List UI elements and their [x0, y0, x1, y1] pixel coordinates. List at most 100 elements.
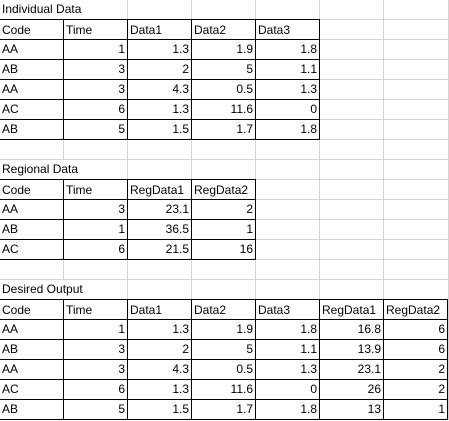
data-cell: 3	[64, 80, 128, 100]
grid-cell	[320, 120, 384, 140]
data-cell: 1.3	[256, 80, 320, 100]
grid-cell	[320, 260, 384, 280]
data-cell: AA	[0, 320, 64, 340]
data-cell: 1	[64, 320, 128, 340]
data-cell: 1.3	[128, 40, 192, 60]
grid-cell	[128, 260, 192, 280]
grid-cell	[384, 180, 449, 200]
section-title: Desired Output	[0, 280, 120, 299]
header-cell: Data3	[256, 19, 320, 40]
data-cell: AC	[0, 100, 64, 120]
grid-cell	[384, 160, 449, 180]
data-cell: AA	[0, 360, 64, 380]
data-cell: 11.6	[192, 100, 256, 120]
data-cell: 1.8	[256, 40, 320, 60]
data-cell: 36.5	[128, 220, 192, 240]
data-cell: 5	[64, 400, 128, 420]
grid-cell	[320, 40, 384, 60]
data-cell: AA	[0, 200, 64, 220]
grid-cell	[256, 240, 320, 260]
data-cell: AA	[0, 40, 64, 60]
grid-cell	[0, 260, 64, 280]
data-cell: AB	[0, 400, 64, 420]
grid-cell	[384, 20, 449, 40]
grid-cell	[0, 140, 64, 160]
grid-cell	[192, 0, 256, 20]
grid-cell	[320, 280, 384, 300]
grid-cell	[320, 180, 384, 200]
data-cell: 23.1	[320, 360, 384, 380]
data-cell: 1.7	[192, 120, 256, 140]
data-cell: 1.7	[192, 400, 256, 420]
data-cell: 1	[192, 220, 256, 240]
data-cell: 6	[384, 320, 448, 340]
data-cell: 1	[384, 400, 448, 420]
grid-cell	[384, 220, 449, 240]
data-cell: 3	[64, 60, 128, 80]
data-cell: 1.3	[128, 380, 192, 400]
data-cell: 1.3	[128, 320, 192, 340]
header-cell: Code	[0, 299, 64, 320]
header-cell: Code	[0, 179, 64, 200]
data-cell: AC	[0, 380, 64, 400]
grid-cell	[320, 60, 384, 80]
data-cell: AC	[0, 240, 64, 260]
data-cell: 16.8	[320, 320, 384, 340]
grid-cell	[384, 40, 449, 60]
grid-cell	[256, 220, 320, 240]
grid-cell	[128, 280, 192, 300]
grid-cell	[320, 140, 384, 160]
section-title: Regional Data	[0, 160, 120, 179]
header-cell: RegData1	[128, 179, 192, 200]
grid-cell	[384, 240, 449, 260]
header-cell: RegData2	[192, 179, 256, 200]
grid-cell	[64, 260, 128, 280]
data-cell: 1.5	[128, 120, 192, 140]
header-cell: Time	[64, 299, 128, 320]
header-cell: Data1	[128, 299, 192, 320]
data-cell: 2	[384, 380, 448, 400]
grid-cell	[320, 100, 384, 120]
data-cell: 0	[256, 100, 320, 120]
grid-cell	[320, 80, 384, 100]
grid-cell	[256, 0, 320, 20]
data-cell: AB	[0, 60, 64, 80]
data-cell: 26	[320, 380, 384, 400]
data-cell: 1.9	[192, 40, 256, 60]
header-cell: RegData2	[384, 299, 448, 320]
data-cell: 1.9	[192, 320, 256, 340]
data-cell: 1	[64, 220, 128, 240]
grid-cell	[384, 260, 449, 280]
header-cell: Data2	[192, 299, 256, 320]
grid-cell	[384, 140, 449, 160]
data-cell: 2	[128, 60, 192, 80]
grid-cell	[384, 200, 449, 220]
grid-cell	[384, 100, 449, 120]
header-cell: Time	[64, 19, 128, 40]
grid-cell	[192, 160, 256, 180]
data-cell: 4.3	[128, 80, 192, 100]
data-cell: 1.5	[128, 400, 192, 420]
data-cell: 13.9	[320, 340, 384, 360]
data-cell: AB	[0, 220, 64, 240]
grid-cell	[256, 260, 320, 280]
grid-cell	[384, 80, 449, 100]
data-cell: 2	[128, 340, 192, 360]
grid-cell	[384, 60, 449, 80]
grid-cell	[128, 140, 192, 160]
grid-cell	[256, 160, 320, 180]
grid-cell	[320, 160, 384, 180]
data-cell: 1	[64, 40, 128, 60]
grid-cell	[256, 280, 320, 300]
data-cell: 5	[192, 60, 256, 80]
header-cell: Data1	[128, 19, 192, 40]
header-cell: RegData1	[320, 299, 384, 320]
data-cell: 1.3	[256, 360, 320, 380]
grid-cell	[384, 0, 449, 20]
data-cell: 23.1	[128, 200, 192, 220]
grid-cell	[384, 280, 449, 300]
grid-cell	[192, 140, 256, 160]
data-cell: 16	[192, 240, 256, 260]
data-cell: 1.3	[128, 100, 192, 120]
data-cell: AB	[0, 120, 64, 140]
